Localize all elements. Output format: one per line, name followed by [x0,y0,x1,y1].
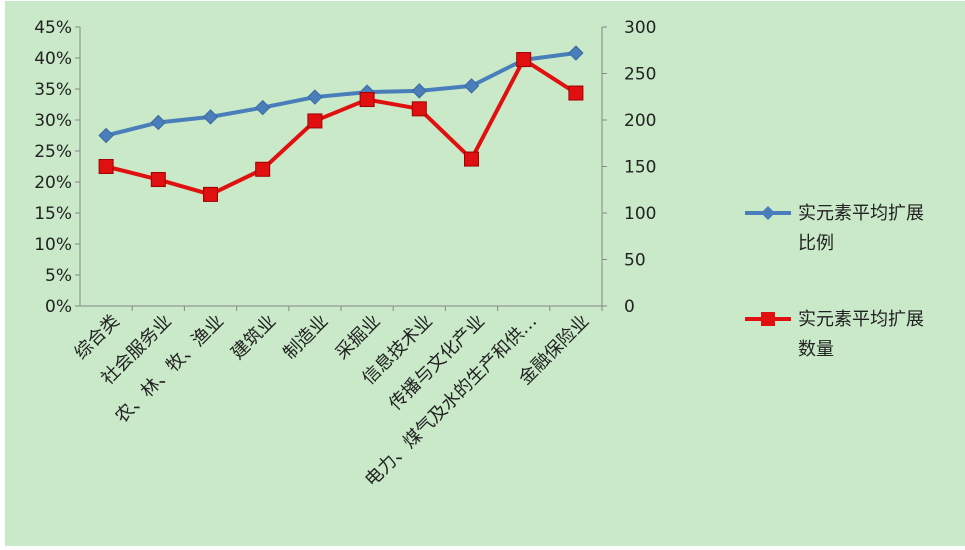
data-point-square [516,52,532,68]
data-point-diamond [411,83,428,99]
left-tick-label: 30% [34,111,72,131]
data-point-diamond [254,99,271,116]
category-label: 制造业 [279,311,332,364]
data-point-square [255,161,271,177]
chart-area: 0% 5% 10% 15% 20% 25% 30% 35% 40% 45% 0 50 100 150 20… [5,1,965,546]
data-point-diamond [202,109,219,125]
left-tick-label: 25% [34,142,72,162]
right-tick-label: 300 [624,18,656,38]
right-tick-label: 150 [624,158,656,178]
data-point-square [203,186,218,202]
series-line-1 [105,51,577,138]
left-tick-label: 35% [34,80,72,100]
data-point-square [98,159,114,174]
left-tick-label: 0% [45,297,72,317]
legend-marker-square [761,312,775,326]
legend-marker-diamond [761,206,775,220]
left-tick-label: 20% [34,173,72,193]
right-tick-label: 100 [624,204,656,224]
left-tick-label: 10% [34,235,72,255]
left-tick-label: 40% [34,49,72,69]
left-tick-label: 5% [45,266,72,286]
data-point-diamond [568,45,584,61]
right-tick-label: 0 [624,297,635,317]
data-point-square [464,151,479,167]
series-line-2 [105,57,577,197]
legend-label: 实元素平均扩展比例 [798,203,924,254]
left-tick-label: 45% [34,18,72,38]
legend-label: 实元素平均扩展数量 [798,309,924,360]
data-point-square [359,92,375,108]
right-tick-label: 250 [624,65,656,85]
left-tick-label: 15% [34,204,72,224]
right-tick-label: 50 [624,251,646,271]
data-point-square [307,113,323,129]
right-tick-label: 200 [624,111,656,131]
data-point-square [568,85,584,101]
data-point-square [150,172,166,188]
data-point-square [411,101,427,117]
data-point-diamond [150,114,167,131]
data-point-diamond [98,127,114,144]
data-point-diamond [463,78,480,94]
line-chart: 0% 5% 10% 15% 20% 25% 30% 35% 40% 45% 0 50 100 150 20… [34,18,924,491]
data-point-diamond [307,89,323,105]
category-label: 建筑业 [227,311,280,364]
